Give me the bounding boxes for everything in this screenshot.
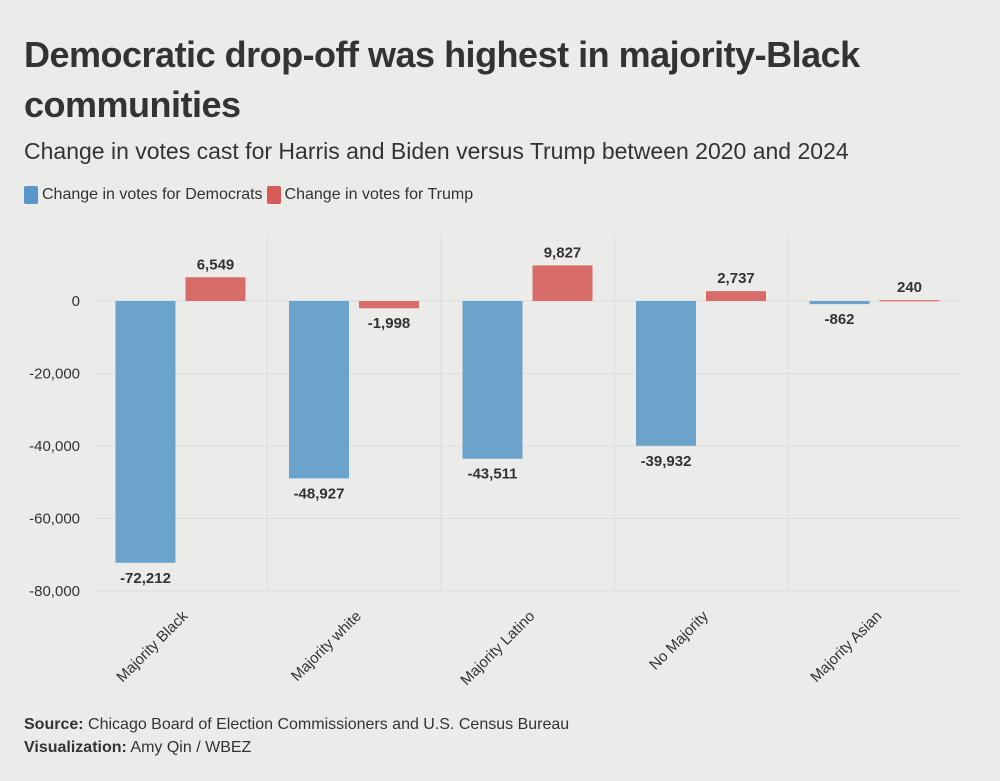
data-label-dem: -48,927 [294, 485, 345, 502]
x-tick-label: Majority Black [113, 607, 191, 685]
x-tick-label: Majority Latino [457, 608, 538, 689]
x-tick-label: No Majority [646, 607, 712, 673]
legend-swatch-dem [24, 186, 38, 204]
legend-label-trump: Change in votes for Trump [284, 186, 474, 203]
data-label-trump: 2,737 [717, 270, 755, 287]
data-label-trump: 240 [897, 279, 922, 296]
source-line: Source: Chicago Board of Election Commis… [24, 713, 569, 736]
source-text: Chicago Board of Election Commissioners … [88, 716, 570, 733]
visualization-line: Visualization: Amy Qin / WBEZ [24, 736, 569, 759]
visualization-label: Visualization: [24, 739, 127, 756]
bar-dem [289, 301, 349, 479]
bar-dem [636, 301, 696, 446]
legend-item-dem: Change in votes for Democrats [24, 186, 263, 204]
data-label-dem: -39,932 [641, 453, 692, 470]
data-label-trump: 6,549 [197, 256, 235, 273]
x-tick-label: Majority white [288, 608, 365, 685]
bar-trump [359, 301, 419, 309]
data-label-dem: -43,511 [467, 466, 517, 483]
bar-dem [115, 301, 176, 563]
x-tick-label: Majority Asian [807, 608, 885, 686]
y-tick-label: 0 [72, 293, 80, 310]
bar-trump [706, 291, 766, 301]
chart-subtitle: Change in votes cast for Harris and Bide… [24, 138, 849, 164]
data-label-trump: 9,827 [544, 244, 582, 261]
data-label-dem: -862 [824, 311, 854, 328]
legend-item-trump: Change in votes for Trump [266, 186, 474, 204]
legend-label-dem: Change in votes for Democrats [42, 186, 263, 203]
bar-trump [532, 265, 593, 301]
legend: Change in votes for Democrats Change in … [24, 186, 477, 204]
y-tick-label: -20,000 [29, 366, 80, 383]
legend-swatch-trump [266, 186, 281, 204]
chart-title: Democratic drop-off was highest in major… [24, 34, 860, 125]
footer: Source: Chicago Board of Election Commis… [24, 713, 569, 759]
bar-chart: 0 -20,000 -40,000 -60,000 -80,000 -72,212 6,54… [29, 235, 960, 689]
data-label-dem: -72,212 [120, 570, 171, 587]
data-label-trump: -1,998 [368, 315, 411, 332]
source-label: Source: [24, 716, 84, 733]
bar-trump [185, 277, 246, 301]
bar-dem [462, 301, 523, 459]
y-tick-label: -60,000 [29, 511, 80, 528]
y-tick-label: -40,000 [29, 438, 80, 455]
bar-dem [809, 301, 870, 305]
bar-trump [879, 300, 940, 302]
y-tick-label: -80,000 [29, 583, 80, 600]
visualization-text: Amy Qin / WBEZ [130, 739, 252, 756]
